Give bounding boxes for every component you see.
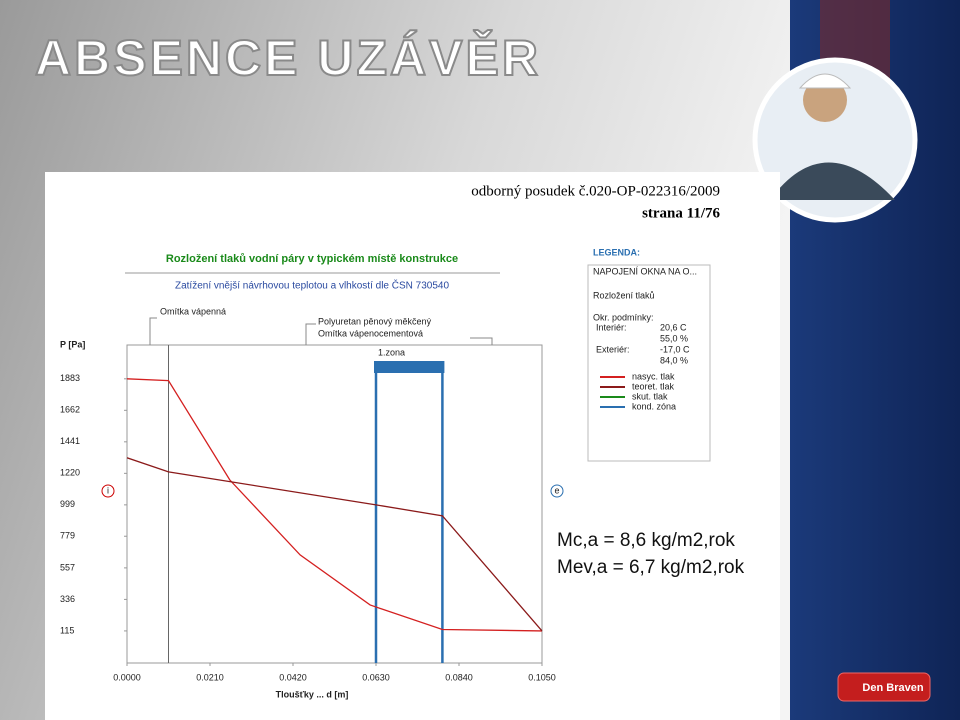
legend-text: Okr. podmínky: bbox=[593, 312, 654, 322]
side-marker bbox=[101, 484, 115, 498]
x-tick-label: 0.0630 bbox=[362, 672, 390, 682]
chart-title: Rozložení tlaků vodní páry v typickém mí… bbox=[166, 253, 458, 265]
layer-label: Omítka vápenná bbox=[160, 306, 226, 316]
y-tick-label: 999 bbox=[60, 499, 75, 509]
legend-text: Exteriér: bbox=[596, 344, 630, 354]
series-line bbox=[126, 457, 543, 632]
series-line bbox=[126, 378, 543, 632]
y-tick-label: 115 bbox=[60, 625, 74, 635]
legend-text: 20,6 C bbox=[660, 322, 687, 332]
y-tick-label: 1441 bbox=[60, 436, 80, 446]
x-axis-label: Tloušťky ... d [m] bbox=[276, 689, 349, 699]
legend-label: nasyc. tlak bbox=[632, 371, 675, 381]
layer-label: Polyuretan pěnový měkčený bbox=[318, 316, 432, 326]
legend-text: NAPOJENÍ OKNA NA O... bbox=[593, 266, 697, 276]
chart-subtitle: Zatížení vnější návrhovou teplotou a vlh… bbox=[175, 279, 449, 292]
legend-text: 55,0 % bbox=[660, 333, 688, 343]
legend-label: skut. tlak bbox=[632, 391, 668, 401]
layer-pointer bbox=[149, 317, 493, 345]
y-tick-label: 336 bbox=[60, 594, 75, 604]
y-tick-label: 1883 bbox=[60, 373, 80, 383]
legend-box bbox=[587, 264, 711, 462]
y-tick-label: 1662 bbox=[60, 405, 80, 415]
result: Mev,a = 6,7 kg/m2,rok bbox=[557, 557, 745, 578]
y-tick-label: 557 bbox=[60, 562, 75, 572]
chart: Rozložení tlaků vodní páry v typickém mí… bbox=[60, 247, 711, 699]
legend-text: Interiér: bbox=[596, 322, 627, 332]
slide-title: ABSENCE UZÁVĚR bbox=[35, 30, 541, 86]
legend-label: teoret. tlak bbox=[632, 381, 675, 391]
legend-text: 84,0 % bbox=[660, 355, 688, 365]
person-head bbox=[803, 78, 847, 122]
doc-header: odborný posudek č.020-OP-022316/2009 bbox=[471, 183, 720, 199]
legend-text: -17,0 C bbox=[660, 344, 690, 354]
plot-area bbox=[126, 344, 543, 664]
x-tick-label: 0.1050 bbox=[528, 672, 556, 682]
y-axis-label: P [Pa] bbox=[60, 339, 85, 349]
legend-label: kond. zóna bbox=[632, 401, 676, 411]
helmet bbox=[798, 73, 852, 89]
x-tick-label: 0.0000 bbox=[113, 672, 141, 682]
zone-bar bbox=[374, 361, 445, 373]
y-tick-label: 1220 bbox=[60, 468, 80, 478]
logo bbox=[837, 672, 931, 702]
side-label: e bbox=[554, 485, 559, 495]
x-tick-label: 0.0210 bbox=[196, 672, 224, 682]
y-tick-label: 779 bbox=[60, 531, 75, 541]
logo-text: Den Braven bbox=[862, 682, 923, 694]
side-marker bbox=[550, 484, 564, 498]
x-tick-label: 0.0840 bbox=[445, 672, 473, 682]
doc-page: strana 11/76 bbox=[642, 205, 720, 221]
layer-label: Omítka vápenocementová bbox=[318, 328, 423, 338]
legend-text: Rozložení tlaků bbox=[593, 290, 655, 300]
legend-title: LEGENDA: bbox=[593, 247, 640, 257]
zone-label: 1.zona bbox=[378, 347, 405, 357]
result: Mc,a = 8,6 kg/m2,rok bbox=[557, 530, 735, 551]
person-body bbox=[770, 162, 895, 200]
x-tick-label: 0.0420 bbox=[279, 672, 307, 682]
side-label: i bbox=[107, 485, 109, 495]
